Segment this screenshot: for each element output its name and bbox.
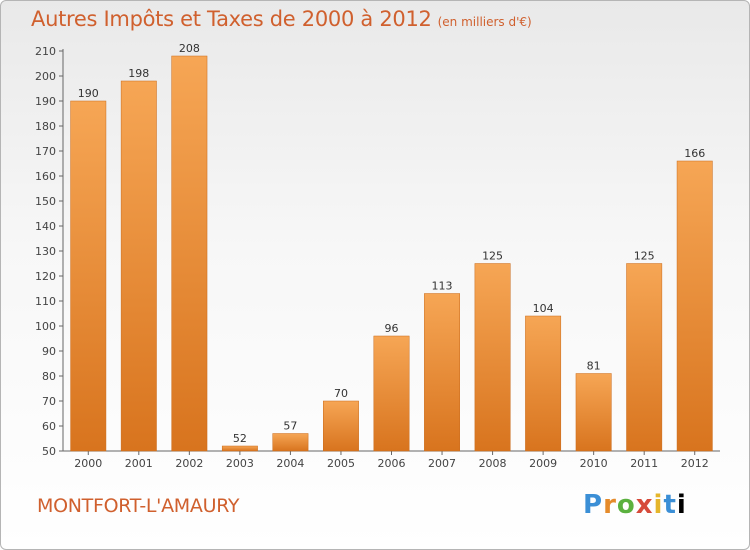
x-tick-label: 2005: [327, 457, 355, 470]
x-tick-label: 2000: [74, 457, 102, 470]
x-tick-label: 2009: [529, 457, 557, 470]
y-tick-label: 210: [35, 45, 56, 58]
x-tick-label: 2007: [428, 457, 456, 470]
x-tick-label: 2003: [226, 457, 254, 470]
data-label-2012: 166: [684, 147, 705, 160]
y-tick-label: 140: [35, 220, 56, 233]
y-tick-label: 60: [42, 420, 56, 433]
chart-title: Autres Impôts et Taxes de 2000 à 2012 (en…: [31, 7, 532, 31]
bar-2005: [323, 400, 359, 452]
proxiti-logo: Proxiti: [583, 490, 687, 520]
data-label-2003: 52: [233, 432, 247, 445]
x-tick-label: 2012: [681, 457, 709, 470]
y-tick-label: 100: [35, 320, 56, 333]
data-label-2006: 96: [385, 322, 399, 335]
bar-2007: [424, 293, 460, 452]
bar-2001: [120, 80, 157, 452]
y-tick-label: 50: [42, 445, 56, 458]
bar-2012: [676, 160, 713, 452]
y-tick-label: 190: [35, 95, 56, 108]
bar-2000: [70, 100, 107, 452]
x-tick-label: 2004: [276, 457, 304, 470]
y-tick-label: 120: [35, 270, 56, 283]
chart-title-text: Autres Impôts et Taxes de 2000 à 2012: [31, 7, 432, 31]
bar-2009: [525, 315, 562, 452]
data-label-2009: 104: [533, 302, 554, 315]
bar-2003: [221, 445, 258, 452]
x-tick-label: 2002: [175, 457, 203, 470]
bar-2004: [272, 433, 309, 452]
y-tick-label: 200: [35, 70, 56, 83]
data-label-2002: 208: [179, 42, 200, 55]
x-tick-label: 2006: [378, 457, 406, 470]
x-tick-label: 2001: [125, 457, 153, 470]
y-axis: 50 60 70 80 90 100 110 120 130 140 150 160 170 180 190…: [35, 45, 64, 458]
city-name: MONTFORT-L'AMAURY: [37, 495, 240, 517]
x-tick-label: 2008: [479, 457, 507, 470]
y-tick-label: 150: [35, 195, 56, 208]
data-label-2011: 125: [634, 250, 655, 263]
data-labels: 190 198 208 52 57 70 96 113 125 104 81 125 166: [78, 42, 705, 445]
y-tick-label: 180: [35, 120, 56, 133]
bar-2006: [373, 335, 410, 452]
x-tick-label: 2011: [630, 457, 658, 470]
data-label-2007: 113: [432, 280, 453, 293]
y-tick-label: 80: [42, 370, 56, 383]
bar-2011: [626, 263, 663, 452]
y-tick-label: 170: [35, 145, 56, 158]
data-label-2001: 198: [128, 67, 149, 80]
bars: [70, 55, 713, 452]
y-tick-label: 130: [35, 245, 56, 258]
bar-2008: [474, 263, 511, 452]
bar-2002: [171, 55, 208, 452]
y-tick-label: 70: [42, 395, 56, 408]
bar-2010: [575, 373, 612, 452]
chart-subtitle: (en milliers d'€): [437, 15, 532, 29]
data-label-2008: 125: [482, 250, 503, 263]
x-axis: 2000 2001 2002 2003 2004 2005 2006 2007 2008 2009…: [63, 450, 720, 470]
data-label-2010: 81: [587, 360, 601, 373]
data-label-2004: 57: [283, 420, 297, 433]
y-tick-label: 90: [42, 345, 56, 358]
y-tick-label: 110: [35, 295, 56, 308]
data-label-2005: 70: [334, 387, 348, 400]
x-tick-label: 2010: [580, 457, 608, 470]
data-label-2000: 190: [78, 87, 99, 100]
y-tick-label: 160: [35, 170, 56, 183]
